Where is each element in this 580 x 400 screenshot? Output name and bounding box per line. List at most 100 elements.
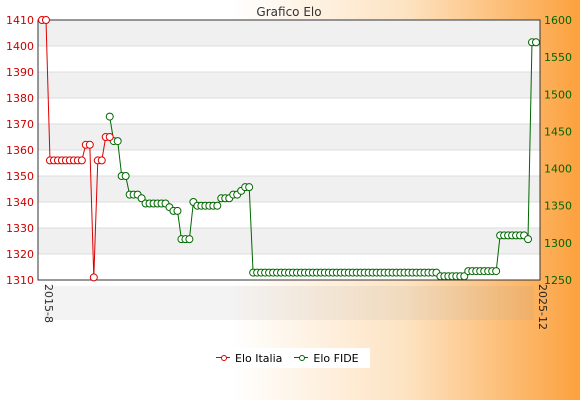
y-left-tick-label: 1310	[6, 274, 34, 287]
elo-fide-point	[245, 183, 254, 192]
x-tick-label-placeholder	[55, 286, 60, 320]
x-tick-label-placeholder	[215, 286, 220, 320]
legend-label-italia: Elo Italia	[235, 351, 283, 365]
x-tick-label-placeholder	[438, 286, 443, 320]
x-tick-label-placeholder	[522, 286, 527, 320]
x-tick-label-placeholder	[143, 286, 148, 320]
x-tick-label-placeholder	[426, 286, 431, 320]
x-tick-label-placeholder	[131, 286, 136, 320]
plot-band	[38, 124, 540, 150]
x-tick-label: 2025-12	[536, 284, 549, 330]
x-tick-label-placeholder	[99, 286, 104, 320]
x-tick-label-placeholder	[386, 286, 391, 320]
x-tick-label-placeholder	[306, 286, 311, 320]
y-right-tick-label: 1500	[544, 88, 572, 101]
x-tick-label-placeholder	[314, 286, 319, 320]
x-tick-label-placeholder	[474, 286, 479, 320]
x-tick-label-placeholder	[342, 286, 347, 320]
legend-item-fide: Elo FIDE	[294, 351, 359, 365]
x-tick-label-placeholder	[346, 286, 351, 320]
x-tick-label-placeholder	[235, 286, 240, 320]
x-tick-label-placeholder	[95, 286, 100, 320]
y-right-tick-label: 1450	[544, 125, 572, 138]
x-tick-label-placeholder	[430, 286, 435, 320]
elo-fide-point	[185, 235, 194, 244]
x-tick-label-placeholder	[267, 286, 272, 320]
x-tick-label: 2015-8	[42, 284, 55, 323]
x-tick-label-placeholder	[394, 286, 399, 320]
x-tick-label-placeholder	[374, 286, 379, 320]
y-left-tick-label: 1320	[6, 248, 34, 261]
x-tick-label-placeholder	[63, 286, 68, 320]
x-tick-label-placeholder	[247, 286, 252, 320]
elo-fide-point	[113, 137, 122, 146]
legend-label-fide: Elo FIDE	[313, 351, 359, 365]
x-tick-label-placeholder	[290, 286, 295, 320]
x-tick-label-placeholder	[171, 286, 176, 320]
x-tick-label-placeholder	[478, 286, 483, 320]
y-left-tick-label: 1370	[6, 118, 34, 131]
x-tick-label-placeholder	[302, 286, 307, 320]
x-tick-label-placeholder	[175, 286, 180, 320]
x-tick-label-placeholder	[334, 286, 339, 320]
y-left-tick-label: 1350	[6, 170, 34, 183]
elo-italia-point	[89, 273, 98, 282]
x-tick-label-placeholder	[275, 286, 280, 320]
plot-band	[38, 228, 540, 254]
x-tick-label-placeholder	[518, 286, 523, 320]
x-axis-labels: 2015-8 2025-12	[42, 284, 549, 330]
x-tick-label-placeholder	[466, 286, 471, 320]
x-tick-label-placeholder	[398, 286, 403, 320]
x-tick-label-placeholder	[231, 286, 236, 320]
x-tick-label-placeholder	[330, 286, 335, 320]
y-left-tick-label: 1410	[6, 14, 34, 27]
x-tick-label-placeholder	[79, 286, 84, 320]
x-tick-label-placeholder	[83, 286, 88, 320]
elo-italia-point	[105, 133, 114, 141]
x-tick-label-placeholder	[358, 286, 363, 320]
x-tick-label-placeholder	[406, 286, 411, 320]
x-tick-label-placeholder	[422, 286, 427, 320]
x-tick-label-placeholder	[167, 286, 172, 320]
x-tick-label-placeholder	[107, 286, 112, 320]
x-tick-label-placeholder	[155, 286, 160, 320]
x-tick-label-placeholder	[183, 286, 188, 320]
x-tick-label-placeholder	[279, 286, 284, 320]
elo-fide-point	[524, 235, 533, 244]
x-tick-label-placeholder	[47, 286, 52, 320]
plot-band	[38, 176, 540, 202]
x-tick-label-placeholder	[115, 286, 120, 320]
elo-fide-point	[173, 206, 182, 215]
x-tick-label-placeholder	[402, 286, 407, 320]
y-left-tick-label: 1330	[6, 222, 34, 235]
elo-fide-point	[137, 194, 146, 203]
x-tick-label-placeholder	[179, 286, 184, 320]
elo-fide-point	[105, 112, 114, 121]
y-left-tick-label: 1380	[6, 92, 34, 105]
x-tick-label-placeholder	[458, 286, 463, 320]
chart-title: Grafico Elo	[256, 5, 321, 19]
y-right-tick-label: 1400	[544, 163, 572, 176]
y-right-tick-label: 1250	[544, 274, 572, 287]
x-tick-label-placeholder	[470, 286, 475, 320]
x-tick-label-placeholder	[87, 286, 92, 320]
y-right-tick-label: 1300	[544, 237, 572, 250]
x-tick-label-placeholder	[43, 286, 48, 320]
x-tick-label-placeholder	[75, 286, 80, 320]
x-tick-label-placeholder	[219, 286, 224, 320]
x-tick-label-placeholder	[191, 286, 196, 320]
x-tick-label-placeholder	[310, 286, 315, 320]
y-left-tick-label: 1400	[6, 40, 34, 53]
x-tick-label-placeholder	[91, 286, 96, 320]
x-tick-label-placeholder	[454, 286, 459, 320]
y-right-tick-label: 1600	[544, 14, 572, 27]
x-tick-label-placeholder	[263, 286, 268, 320]
x-tick-label-placeholder	[135, 286, 140, 320]
x-tick-label-placeholder	[490, 286, 495, 320]
x-tick-label-placeholder	[287, 286, 291, 320]
x-tick-label-placeholder	[378, 286, 383, 320]
series-elo-fide	[105, 38, 540, 281]
x-tick-label-placeholder	[119, 286, 124, 320]
x-tick-label-placeholder	[159, 286, 164, 320]
x-tick-label-placeholder	[434, 286, 439, 320]
